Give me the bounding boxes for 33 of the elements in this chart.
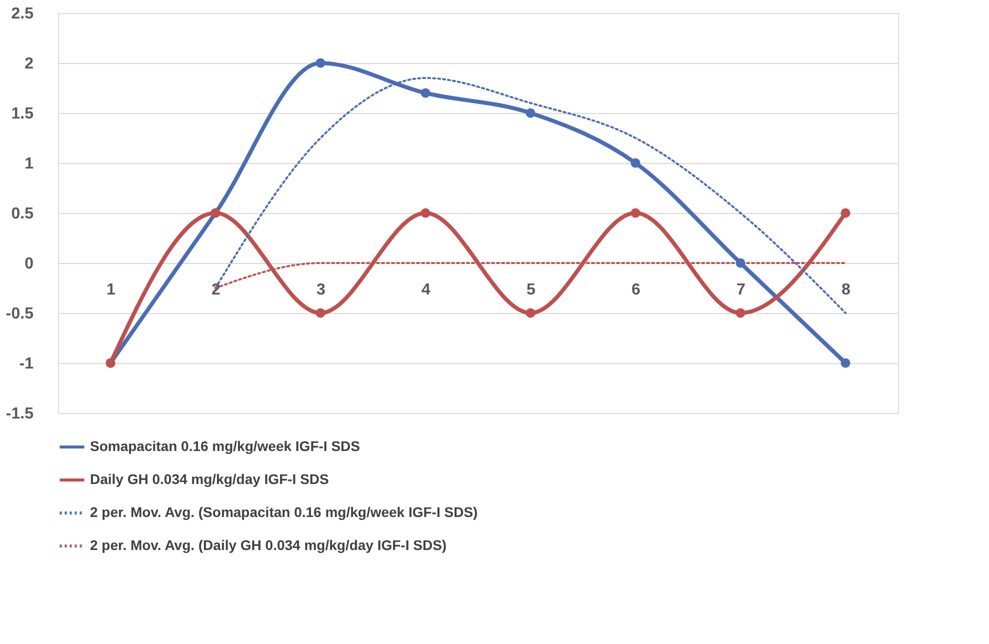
y-tick-label: 0.5 xyxy=(11,206,34,222)
x-tick-label: 6 xyxy=(632,282,641,298)
point xyxy=(630,158,640,168)
point xyxy=(630,208,640,218)
x-tick-label: 2 xyxy=(212,282,221,298)
x-tick-label: 1 xyxy=(106,282,116,298)
legend-label: 2 per. Mov. Avg. (Somapacitan 0.16 mg/kg/week IGF-I SDS) xyxy=(90,504,478,520)
point xyxy=(736,308,746,318)
point xyxy=(316,308,326,318)
point xyxy=(526,108,536,118)
legend-label: 2 per. Mov. Avg. (Daily GH 0.034 mg/kg/day IGF-I SDS) xyxy=(90,537,447,553)
x-tick-label: 7 xyxy=(736,282,746,298)
point xyxy=(420,208,430,218)
y-tick-label: 0 xyxy=(24,256,34,272)
point xyxy=(420,88,430,98)
point xyxy=(736,258,746,268)
x-tick-label: 4 xyxy=(422,282,431,298)
point xyxy=(840,208,850,218)
legend-label: Daily GH 0.034 mg/kg/day IGF-I SDS xyxy=(90,471,329,487)
x-tick-label: 8 xyxy=(842,282,851,298)
y-tick-label: -1 xyxy=(19,356,34,372)
point xyxy=(526,308,536,318)
point xyxy=(840,358,850,368)
x-tick-label: 5 xyxy=(526,282,536,298)
y-tick-label: -1.5 xyxy=(6,406,34,422)
y-tick-label: 2.5 xyxy=(11,6,34,22)
x-tick-label: 3 xyxy=(316,282,326,298)
legend-label: Somapacitan 0.16 mg/kg/week IGF-I SDS xyxy=(90,438,360,454)
y-tick-label: 1.5 xyxy=(11,106,34,122)
y-tick-label: 1 xyxy=(24,156,34,172)
point xyxy=(316,58,326,68)
y-tick-label: 2 xyxy=(24,56,34,72)
y-tick-label: -0.5 xyxy=(6,306,34,322)
